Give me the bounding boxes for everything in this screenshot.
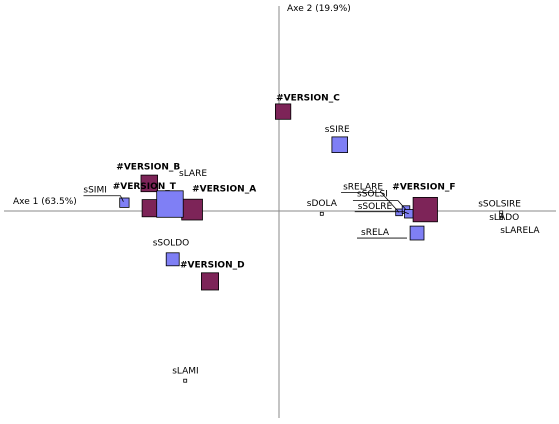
point-label-version-c: #VERSION_C <box>276 94 340 104</box>
point-label-ssolre: sSOLRE <box>358 202 393 212</box>
point-label-sdola: sDOLA <box>307 199 338 209</box>
point-label-ssolsire: sSOLSIRE <box>478 199 521 209</box>
leader-line-ssolsi <box>352 200 407 210</box>
leader-line-ssimi <box>83 195 124 202</box>
point-mark-ssimi <box>119 197 130 208</box>
point-label-version-a: #VERSION_A <box>192 185 256 195</box>
point-label-srelare: sRELARE <box>343 182 383 192</box>
leader-line-srelare <box>341 191 400 213</box>
point-mark-version-a <box>181 198 203 221</box>
point-mark-slami <box>183 378 188 383</box>
point-mark-ssolre <box>404 209 414 219</box>
point-mark-slarela <box>499 215 504 220</box>
point-label-ssire: sSIRE <box>325 125 350 135</box>
point-mark-version-c <box>274 103 292 120</box>
point-label-ssolsi: sSOLSI <box>357 190 388 200</box>
point-label-version-f: #VERSION_F <box>392 183 455 193</box>
point-mark-ssoldo <box>165 252 180 267</box>
point-label-ssimi: sSIMI <box>83 186 106 196</box>
leader-line-ssolre <box>354 211 409 215</box>
point-mark-version-f <box>412 196 438 223</box>
point-label-slado: sLADO <box>489 213 519 223</box>
point-mark-version-b <box>140 174 159 193</box>
point-label-slarela: sLARELA <box>500 226 540 236</box>
point-label-version-d: #VERSION_D <box>180 260 245 270</box>
point-mark-version-d <box>200 272 219 291</box>
y-axis-label: Axe 2 (19.9%) <box>287 4 351 14</box>
point-label-ssoldo: sSOLDO <box>153 238 190 248</box>
point-mark-sdola <box>319 211 324 216</box>
point-label-version-t: #VERSION_T <box>113 182 177 192</box>
point-label-slare: sLARE <box>179 169 207 179</box>
point-label-version-b: #VERSION_B <box>116 162 180 172</box>
point-mark-srela <box>409 225 425 241</box>
point-mark-ssire <box>331 136 348 153</box>
x-axis-label: Axe 1 (63.5%) <box>13 197 77 207</box>
point-marks <box>119 103 504 383</box>
point-label-srela: sRELA <box>361 228 390 238</box>
point-mark-slare <box>156 190 184 218</box>
point-labels: #VERSION_C #VERSION_B #VERSION_T #VERSION_A… <box>83 94 540 377</box>
point-label-slami: sLAMI <box>172 367 199 377</box>
